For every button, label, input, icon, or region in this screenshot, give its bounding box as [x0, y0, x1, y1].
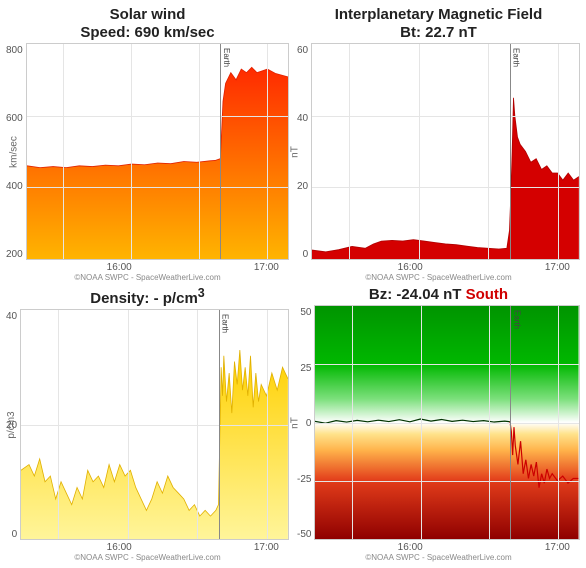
earth-marker-label: Earth [222, 48, 231, 67]
density-y-axis: p/cm3 40200 [6, 309, 20, 540]
earth-marker-line [510, 44, 511, 259]
solar-wind-plot: Earth [26, 43, 289, 260]
panel-solar-wind: Solar wind Speed: 690 km/sec km/sec 8006… [6, 6, 289, 282]
credit-text: ©NOAA SWPC - SpaceWeatherLive.com [297, 553, 580, 562]
solar-wind-title-1: Solar wind [6, 6, 289, 24]
earth-marker-label: Earth [221, 314, 230, 333]
earth-marker-line [220, 44, 221, 259]
bz-y-axis: nT 50250-25-50 [297, 305, 314, 540]
bz-plot: Earth [314, 305, 580, 540]
credit-text: ©NOAA SWPC - SpaceWeatherLive.com [6, 553, 289, 562]
panel-imf-bt: Interplanetary Magnetic Field Bt: 22.7 n… [297, 6, 580, 282]
imf-title-1: Interplanetary Magnetic Field [297, 6, 580, 24]
panel-density: Density: - p/cm3 p/cm3 40200 Earth 16:00… [6, 286, 289, 562]
panel-bz: Bz: -24.04 nT South nT 50250-25-50 Earth… [297, 286, 580, 562]
earth-marker-label: Earth [512, 48, 521, 67]
credit-text: ©NOAA SWPC - SpaceWeatherLive.com [297, 273, 580, 282]
bz-title: Bz: -24.04 nT South [297, 286, 580, 303]
dashboard-grid: Solar wind Speed: 690 km/sec km/sec 8006… [6, 6, 580, 562]
solar-wind-title-2: Speed: 690 km/sec [6, 24, 289, 41]
bz-x-axis: 16:0017:00 [297, 540, 580, 552]
earth-marker-line [510, 306, 511, 539]
earth-marker-line [219, 310, 220, 539]
density-title: Density: - p/cm3 [6, 286, 289, 307]
solar-wind-x-axis: 16:0017:00 [6, 260, 289, 272]
imf-y-axis: nT 6040200 [297, 43, 311, 260]
credit-text: ©NOAA SWPC - SpaceWeatherLive.com [6, 273, 289, 282]
imf-title-2: Bt: 22.7 nT [297, 24, 580, 41]
imf-plot: Earth [311, 43, 580, 260]
earth-marker-label: Earth [512, 310, 521, 329]
density-plot: Earth [20, 309, 289, 540]
imf-x-axis: 16:0017:00 [297, 260, 580, 272]
density-x-axis: 16:0017:00 [6, 540, 289, 552]
solar-wind-y-axis: km/sec 800600400200 [6, 43, 26, 260]
